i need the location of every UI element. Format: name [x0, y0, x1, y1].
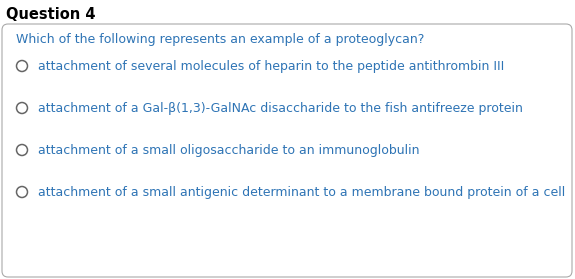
Text: attachment of a Gal-β(1,3)-GalNAc disaccharide to the fish antifreeze protein: attachment of a Gal-β(1,3)-GalNAc disacc… [38, 102, 523, 115]
Circle shape [17, 102, 28, 114]
Text: attachment of a small antigenic determinant to a membrane bound protein of a cel: attachment of a small antigenic determin… [38, 186, 565, 199]
Circle shape [17, 61, 28, 71]
Text: Which of the following represents an example of a proteoglycan?: Which of the following represents an exa… [16, 33, 424, 46]
Text: attachment of several molecules of heparin to the peptide antithrombin III: attachment of several molecules of hepar… [38, 60, 504, 73]
Text: Question 4: Question 4 [6, 7, 95, 22]
Text: attachment of a small oligosaccharide to an immunoglobulin: attachment of a small oligosaccharide to… [38, 144, 420, 157]
Circle shape [17, 186, 28, 198]
FancyBboxPatch shape [2, 24, 572, 277]
Circle shape [17, 145, 28, 155]
